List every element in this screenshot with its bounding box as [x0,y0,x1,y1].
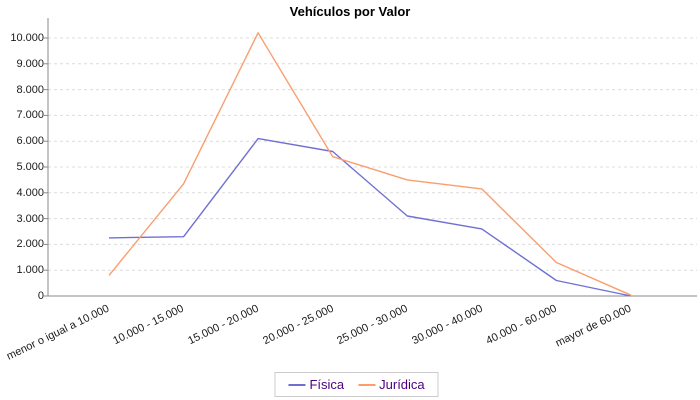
legend-line-swatch [358,383,376,386]
y-tick-label: 2.000 [16,238,44,251]
y-tick-label: 6.000 [16,135,44,148]
legend-label: Jurídica [379,377,425,392]
series-line-fisica [108,137,632,297]
legend: Física Jurídica [274,372,439,397]
legend-item: Física [288,377,344,392]
series-line-juridica [108,32,632,296]
legend-label: Física [309,377,345,392]
y-tick-label: 3.000 [16,212,44,225]
y-tick-label: 0 [37,290,44,302]
y-tick-label: 8.000 [16,83,44,96]
y-tick-label: 1.000 [16,264,44,277]
y-tick-label: 7.000 [16,109,44,122]
y-tick-label: 5.000 [16,161,44,173]
y-tick-label: 9.000 [16,57,44,70]
legend-item: Jurídica [358,377,425,392]
legend-line-swatch [288,383,306,386]
chart-title: Vehículos por Valor [289,4,411,19]
y-tick-label: 10.000 [10,32,44,44]
y-tick-label: 4.000 [16,186,44,199]
